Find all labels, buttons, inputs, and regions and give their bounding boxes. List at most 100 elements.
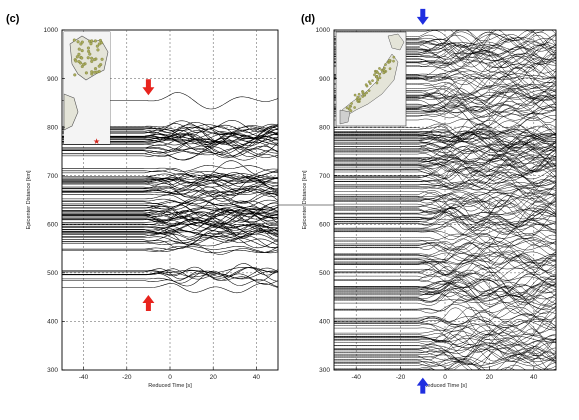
waveform-trace	[334, 195, 557, 223]
panel-d: (d) 300 400 500 600 700 800 900 1000 -40 -20 0 20 4…	[301, 8, 557, 394]
station-marker	[97, 64, 101, 68]
station-marker	[77, 52, 81, 56]
waveform-trace	[334, 345, 557, 362]
x-ticks-d: -40 -20 0 20 40	[351, 367, 538, 381]
waveform-trace	[334, 156, 557, 173]
waveform-trace	[334, 263, 557, 282]
y-tick-label: 1000	[44, 27, 59, 34]
waveform-trace	[334, 273, 557, 287]
station-marker	[347, 107, 351, 111]
station-marker	[76, 40, 80, 44]
waveform-trace	[334, 330, 557, 342]
station-marker	[345, 106, 349, 110]
station-marker	[392, 55, 396, 59]
station-marker	[388, 59, 391, 62]
waveform-trace	[62, 141, 279, 157]
station-marker	[373, 73, 376, 77]
waveform-trace	[62, 193, 279, 211]
waveform-trace	[62, 220, 279, 237]
station-marker	[384, 63, 387, 66]
waveform-trace	[334, 214, 557, 226]
y-ticks-c: 300 400 500 600 700 800 900 1000	[44, 27, 65, 374]
y-tick-label: 300	[47, 367, 58, 374]
station-marker	[86, 56, 90, 60]
arrows-c	[142, 79, 155, 311]
waveform-trace	[334, 335, 557, 355]
station-marker	[87, 49, 91, 53]
waveform-trace	[62, 176, 279, 190]
waveform-trace	[334, 275, 557, 300]
waveform-trace	[334, 323, 557, 346]
waveform-trace	[62, 199, 279, 212]
waveform-trace	[334, 168, 557, 184]
station-marker	[80, 56, 84, 60]
waveform-trace	[334, 314, 557, 326]
waveform-trace	[62, 267, 279, 273]
waveform-trace	[334, 117, 557, 141]
waveform-trace	[334, 128, 556, 140]
station-marker	[376, 71, 379, 74]
waveform-trace	[62, 146, 279, 161]
waveform-trace	[334, 191, 557, 225]
waveform-trace	[334, 221, 557, 237]
down-arrow-icon	[142, 79, 155, 96]
x-tick-label: -20	[122, 374, 132, 381]
station-marker	[378, 72, 382, 76]
waveform-trace	[62, 224, 279, 236]
waveform-trace	[334, 320, 556, 336]
station-marker	[353, 93, 357, 97]
waveform-trace	[62, 182, 279, 195]
waveform-trace	[334, 179, 557, 192]
waveform-trace	[62, 283, 279, 294]
waveform-trace	[334, 158, 557, 185]
station-marker	[353, 106, 356, 109]
waveform-trace	[334, 29, 556, 48]
waveform-trace	[62, 197, 279, 211]
waveform-trace	[62, 174, 279, 190]
y-tick-label: 500	[47, 270, 58, 277]
waveform-trace	[334, 170, 557, 193]
waveform-trace	[334, 250, 557, 276]
x-tick-label: 40	[253, 374, 261, 381]
waveform-trace	[334, 280, 557, 307]
arrows-d	[416, 8, 429, 394]
waveform-trace	[334, 132, 557, 159]
station-marker	[73, 73, 77, 77]
waveform-trace	[334, 246, 557, 263]
waveform-trace	[334, 310, 557, 339]
waveform-trace	[334, 133, 557, 146]
waveform-trace	[334, 116, 557, 140]
y-tick-label: 800	[319, 124, 330, 131]
station-marker	[90, 70, 94, 74]
y-tick-label: 700	[319, 173, 330, 180]
waveform-trace	[62, 199, 279, 215]
x-tick-label: -40	[79, 374, 89, 381]
waveform-trace	[62, 168, 279, 179]
waveform-trace	[334, 144, 557, 172]
waveform-trace	[334, 163, 557, 197]
waveform-trace	[62, 267, 279, 279]
waveform-trace	[334, 246, 557, 273]
waveform-trace	[62, 207, 279, 214]
waveform-trace	[334, 307, 557, 336]
waveform-trace	[62, 179, 279, 188]
station-marker	[84, 71, 88, 75]
waveform-trace	[334, 286, 557, 305]
station-marker	[350, 102, 353, 105]
station-marker	[349, 109, 353, 113]
station-marker	[93, 67, 98, 71]
x-axis-label-c: Reduced Time [s]	[148, 383, 192, 389]
waveform-trace	[334, 266, 557, 297]
waveform-trace	[62, 210, 279, 219]
x-tick-label: 0	[168, 374, 172, 381]
waveform-trace	[334, 145, 557, 156]
y-ticks-d: 300 400 500 600 700 800 900 1000	[316, 27, 337, 374]
waveform-trace	[334, 140, 557, 158]
waveform-trace	[334, 219, 557, 236]
waveform-trace	[334, 333, 557, 363]
waveform-trace	[334, 141, 557, 161]
waveform-trace	[334, 340, 557, 360]
waveform-trace	[334, 144, 557, 168]
waveform-trace	[334, 281, 557, 305]
station-marker	[356, 95, 360, 99]
